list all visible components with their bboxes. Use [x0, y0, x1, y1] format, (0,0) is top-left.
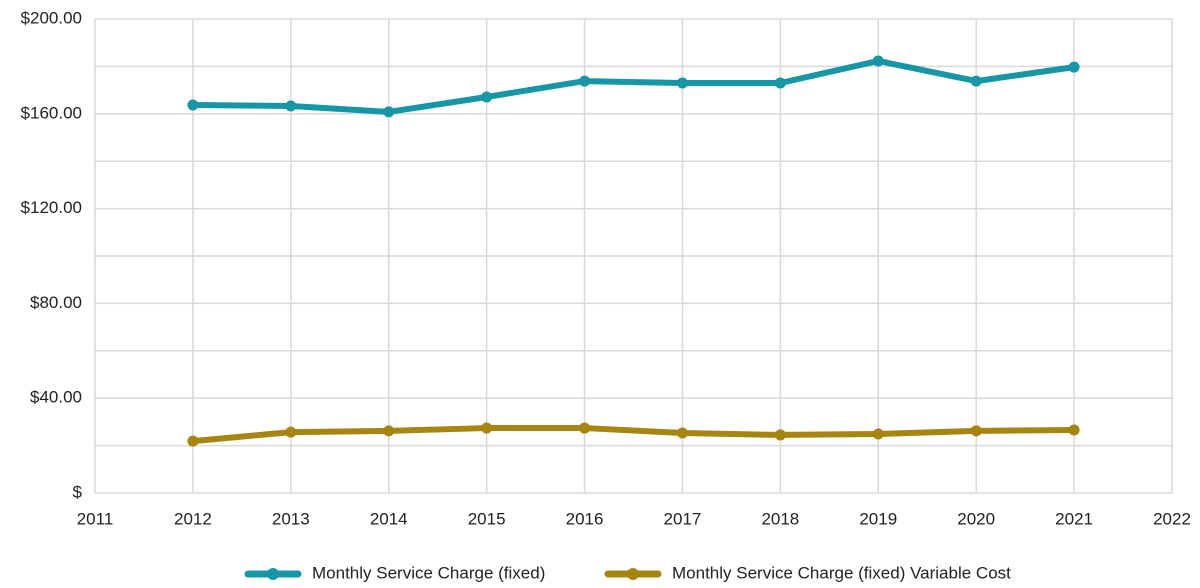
- x-tick-label: 2012: [174, 509, 212, 528]
- x-tick-label: 2018: [761, 509, 799, 528]
- y-tick-label: $200.00: [21, 8, 82, 27]
- y-tick-label: $120.00: [21, 198, 82, 217]
- point-marker: [970, 425, 982, 437]
- x-tick-label: 2020: [957, 509, 995, 528]
- x-tick-label: 2022: [1153, 509, 1191, 528]
- legend-label: Monthly Service Charge (fixed) Variable …: [672, 563, 1011, 582]
- x-tick-label: 2016: [566, 509, 604, 528]
- point-marker: [774, 77, 786, 89]
- x-tick-label: 2021: [1055, 509, 1093, 528]
- point-marker: [579, 422, 591, 434]
- x-tick-label: 2015: [468, 509, 506, 528]
- point-marker: [970, 75, 982, 87]
- series-line: [192, 425, 1075, 445]
- legend-label: Monthly Service Charge (fixed): [312, 563, 545, 582]
- point-marker: [774, 429, 786, 441]
- point-marker: [481, 422, 493, 434]
- point-marker: [1068, 424, 1080, 436]
- point-marker: [872, 55, 884, 67]
- x-tick-label: 2017: [664, 509, 702, 528]
- point-marker: [187, 99, 199, 111]
- legend-marker: [627, 568, 639, 580]
- point-marker: [872, 428, 884, 440]
- x-tick-label: 2019: [859, 509, 897, 528]
- x-tick-label: 2013: [272, 509, 310, 528]
- y-tick-label: $40.00: [30, 388, 82, 407]
- point-marker: [383, 106, 395, 118]
- point-marker: [285, 100, 297, 112]
- x-tick-label: 2014: [370, 509, 408, 528]
- x-tick-label: 2011: [77, 509, 114, 528]
- point-marker: [676, 427, 688, 439]
- point-marker: [676, 77, 688, 89]
- point-marker: [579, 75, 591, 87]
- y-tick-label: $: [73, 482, 83, 501]
- y-tick-label: $160.00: [21, 103, 82, 122]
- point-marker: [1068, 61, 1080, 73]
- legend-marker: [267, 568, 279, 580]
- point-marker: [481, 91, 493, 103]
- y-tick-label: $80.00: [30, 293, 82, 312]
- point-marker: [383, 425, 395, 437]
- point-marker: [285, 426, 297, 438]
- point-marker: [187, 435, 199, 447]
- series-line: [192, 57, 1075, 115]
